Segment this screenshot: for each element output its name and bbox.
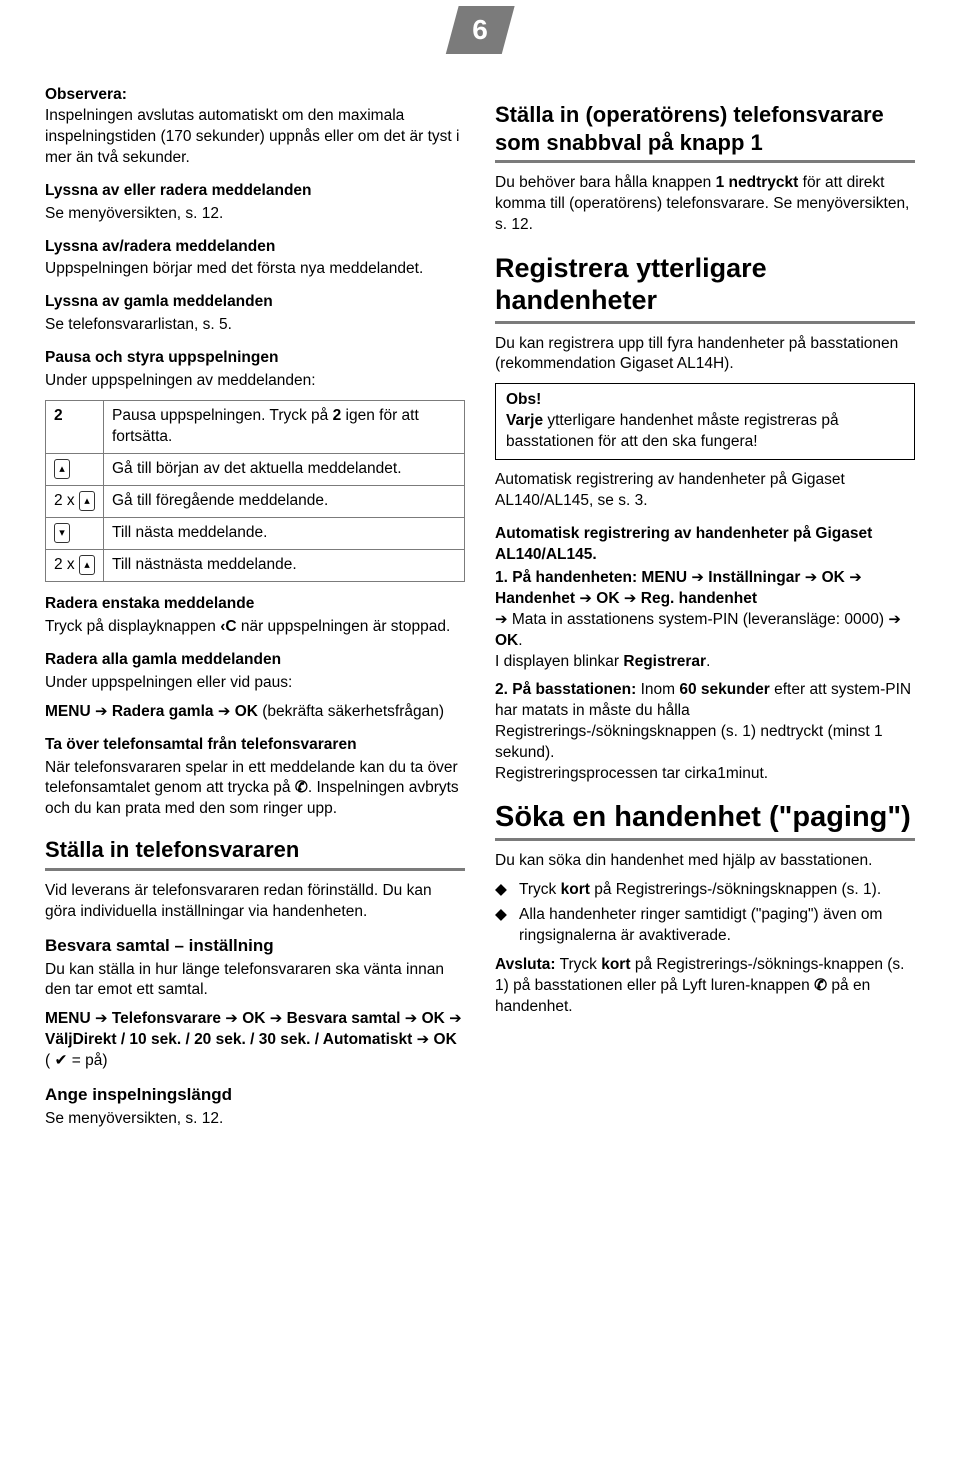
bullet-icon: ◆: [495, 905, 519, 947]
desc-cell: Till nästa meddelande.: [104, 517, 465, 549]
step2: 2. På basstationen: Inom 60 sekunder eft…: [495, 680, 915, 785]
h-taover: Ta över telefonsamtal från telefonsvarar…: [45, 735, 465, 756]
key-cell: ▾: [46, 517, 104, 549]
check-icon: ✔: [54, 1052, 67, 1069]
arrow-icon: ➔: [95, 703, 108, 720]
desc-cell: Till nästnästa meddelande.: [104, 549, 465, 581]
registrera-intro: Du kan registrera upp till fyra handenhe…: [495, 334, 915, 376]
erase-icon: ‹C: [220, 618, 236, 635]
besvara-menu: MENU ➔ Telefonsvarare ➔ OK ➔ Besvara sam…: [45, 1009, 465, 1072]
key-table: 2 Pausa uppspelningen. Tryck på 2 igen f…: [45, 400, 465, 582]
arrow-icon: ➔: [495, 611, 508, 628]
table-row: ▴ Gå till början av det aktuella meddela…: [46, 453, 465, 485]
content-columns: Observera: Inspelningen avslutas automat…: [45, 85, 915, 1138]
h-stalla-svar: Ställa in telefonsvararen: [45, 836, 465, 864]
section-rule: [495, 321, 915, 324]
ange-langd-body: Se menyöversikten, s. 12.: [45, 1109, 465, 1130]
paging-list: ◆ Tryck kort på Registrerings-/sökningsk…: [495, 880, 915, 947]
radera-enstaka-body: Tryck på displayknappen ‹C när uppspelni…: [45, 617, 465, 638]
radera-alla-l1: Under uppspelningen eller vid paus:: [45, 673, 465, 694]
arrow-icon: ➔: [805, 569, 818, 586]
page: 6 Observera: Inspelningen avslutas autom…: [0, 0, 960, 1188]
obs-box-heading: Obs!: [506, 391, 541, 408]
besvara-intro: Du kan ställa in hur länge telefonsvarar…: [45, 960, 465, 1002]
observera-heading: Observera:: [45, 86, 127, 103]
desc-cell: Gå till föregående meddelande.: [104, 485, 465, 517]
observera-body: Inspelningen avslutas automatiskt om den…: [45, 107, 459, 166]
arrow-icon: ➔: [225, 1010, 238, 1027]
list-item: ◆ Alla handenheter ringer samtidigt ("pa…: [495, 905, 915, 947]
page-header: 6: [452, 0, 508, 60]
table-row: ▾ Till nästa meddelande.: [46, 517, 465, 549]
table-row: 2 x ▴ Gå till föregående meddelande.: [46, 485, 465, 517]
arrow-icon: ➔: [579, 590, 592, 607]
auto-reg: Automatisk registrering av handenheter p…: [495, 470, 915, 512]
phone-icon: ✆: [814, 977, 827, 994]
table-row: 2 x ▴ Till nästnästa meddelande.: [46, 549, 465, 581]
h-ange-langd: Ange inspelningslängd: [45, 1084, 465, 1107]
h-pausa: Pausa och styra uppspelningen: [45, 348, 465, 369]
paging-avsluta: Avsluta: Tryck kort på Registrerings-/sö…: [495, 955, 915, 1018]
arrow-icon: ➔: [624, 590, 637, 607]
right-column: Ställa in (operatörens) telefonsvarare s…: [495, 85, 915, 1138]
up-arrow-key-icon: ▴: [79, 555, 95, 575]
phone-icon: ✆: [295, 779, 308, 796]
arrow-icon: ➔: [218, 703, 231, 720]
arrow-icon: ➔: [449, 1010, 462, 1027]
h-gamla: Lyssna av gamla meddelanden: [45, 292, 465, 313]
radera-alla-menu: MENU ➔ Radera gamla ➔ OK (bekräfta säker…: [45, 702, 465, 723]
taover-body: När telefonsvararen spelar in ett meddel…: [45, 758, 465, 821]
page-number-tab: 6: [446, 6, 514, 54]
arrow-icon: ➔: [405, 1010, 418, 1027]
arrow-icon: ➔: [888, 611, 901, 628]
list-item: ◆ Tryck kort på Registrerings-/sökningsk…: [495, 880, 915, 901]
paging-intro: Du kan söka din handenhet med hjälp av b…: [495, 851, 915, 872]
h-lyssna-radera: Lyssna av eller radera meddelanden: [45, 181, 465, 202]
desc-cell: Pausa uppspelningen. Tryck på 2 igen för…: [104, 401, 465, 454]
snabbval-body: Du behöver bara hålla knappen 1 nedtryck…: [495, 173, 915, 236]
up-arrow-key-icon: ▴: [79, 491, 95, 511]
arrow-icon: ➔: [270, 1010, 283, 1027]
lyssna-avradera-body: Uppspelningen börjar med det första nya …: [45, 259, 465, 280]
obs-box: Obs! Varje ytterligare handenhet måste r…: [495, 383, 915, 460]
arrow-icon: ➔: [95, 1010, 108, 1027]
key-2: 2: [54, 407, 63, 424]
pausa-intro: Under uppspelningen av meddelanden:: [45, 371, 465, 392]
observera-block: Observera: Inspelningen avslutas automat…: [45, 85, 465, 169]
arrow-icon: ➔: [849, 569, 862, 586]
arrow-icon: ➔: [417, 1031, 430, 1048]
key-cell: 2: [46, 401, 104, 454]
desc-cell: Gå till början av det aktuella meddeland…: [104, 453, 465, 485]
h-radera-enstaka: Radera enstaka meddelande: [45, 594, 465, 615]
stalla-svar-body: Vid leverans är telefonsvararen redan fö…: [45, 881, 465, 923]
table-row: 2 Pausa uppspelningen. Tryck på 2 igen f…: [46, 401, 465, 454]
key-cell: 2 x ▴: [46, 485, 104, 517]
up-arrow-key-icon: ▴: [54, 459, 70, 479]
lyssna-radera-body: Se menyöversikten, s. 12.: [45, 204, 465, 225]
gamla-body: Se telefonsvararlistan, s. 5.: [45, 315, 465, 336]
bullet-icon: ◆: [495, 880, 519, 901]
key-cell: ▴: [46, 453, 104, 485]
h-besvara: Besvara samtal – inställning: [45, 935, 465, 958]
section-rule: [495, 838, 915, 841]
h-snabbval: Ställa in (operatörens) telefonsvarare s…: [495, 101, 915, 156]
down-arrow-key-icon: ▾: [54, 523, 70, 543]
h-paging: Söka en handenhet ("paging"): [495, 801, 915, 834]
step1: 1. På handenheten: MENU ➔ Inställningar …: [495, 568, 915, 673]
page-number: 6: [472, 14, 488, 46]
h-auto-reg: Automatisk registrering av handenheter p…: [495, 524, 915, 566]
h-registrera: Registrera ytterligare handenheter: [495, 252, 915, 317]
arrow-icon: ➔: [691, 569, 704, 586]
h-radera-alla: Radera alla gamla meddelanden: [45, 650, 465, 671]
left-column: Observera: Inspelningen avslutas automat…: [45, 85, 465, 1138]
section-rule: [495, 160, 915, 163]
h-lyssna-avradera: Lyssna av/radera meddelanden: [45, 237, 465, 258]
key-cell: 2 x ▴: [46, 549, 104, 581]
section-rule: [45, 868, 465, 871]
